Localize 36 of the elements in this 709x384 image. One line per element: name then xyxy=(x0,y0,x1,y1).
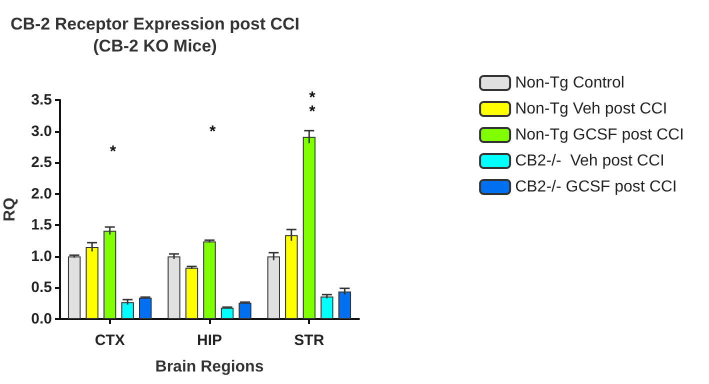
x-tick-label: CTX xyxy=(94,332,125,349)
y-tick-label: 1.5 xyxy=(31,216,52,234)
y-axis-title: RQ xyxy=(2,198,18,222)
bar xyxy=(86,247,98,319)
annotation: * xyxy=(309,104,316,120)
y-tick-label: 2.5 xyxy=(31,154,52,172)
y-tick-label: 3.0 xyxy=(31,122,52,140)
y-tick-label: 0.5 xyxy=(31,279,52,296)
legend-label: Non-Tg Control xyxy=(515,74,624,92)
chart-title: CB-2 Receptor Expression post CCI (CB-2 KO Mice) xyxy=(10,14,300,56)
y-tick-label: 2.0 xyxy=(31,185,52,202)
bar xyxy=(220,308,234,319)
bar xyxy=(238,302,252,319)
bar xyxy=(320,296,334,319)
bar xyxy=(185,268,198,319)
y-tick-label: 1.0 xyxy=(31,248,52,265)
y-tick-label: 3.5 xyxy=(31,92,52,108)
legend-label: Non-Tg Veh post CCI xyxy=(515,100,668,118)
x-axis-title: Brain Regions xyxy=(155,358,264,376)
legend-label: CB2-/- Veh post CCI xyxy=(515,152,664,170)
x-tick-label: HIP xyxy=(196,332,222,349)
x-tick-label: STR xyxy=(294,332,324,349)
legend-label: Non-Tg GCSF post CCI xyxy=(515,126,684,144)
y-tick-label: 0.0 xyxy=(31,310,52,328)
annotation: * xyxy=(210,124,216,140)
bar xyxy=(103,230,116,319)
annotation: * xyxy=(110,144,117,160)
legend-label: CB2-/- GCSF post CCI xyxy=(515,178,677,196)
annotation: * xyxy=(309,90,316,106)
bar xyxy=(203,241,216,319)
bar xyxy=(168,256,180,319)
bar xyxy=(121,302,134,319)
bar xyxy=(139,298,152,319)
bar xyxy=(267,256,280,319)
bar xyxy=(68,256,81,319)
bar xyxy=(338,291,352,319)
